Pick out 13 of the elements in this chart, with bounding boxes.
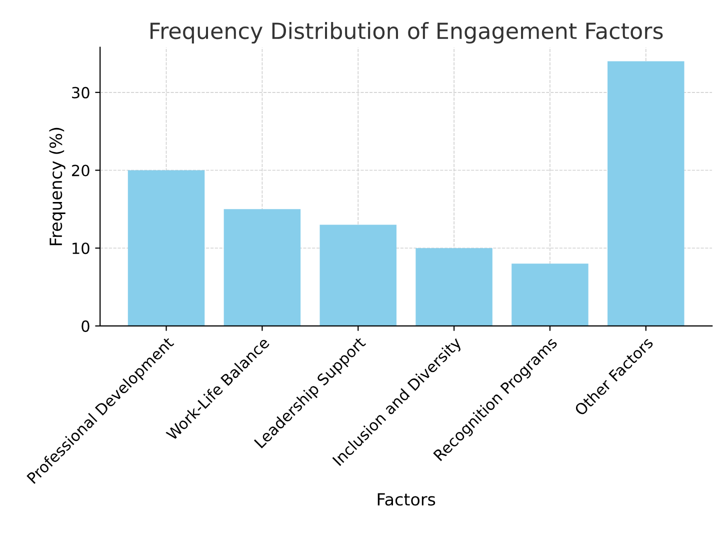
bar <box>320 224 396 326</box>
y-tick-label: 20 <box>72 164 90 176</box>
x-axis-title: Factors <box>378 493 436 506</box>
bar <box>608 61 684 326</box>
y-tick-label: 10 <box>72 242 90 254</box>
bar <box>512 264 588 326</box>
bar <box>416 248 492 326</box>
y-axis-title: Frequency (%) <box>49 128 66 246</box>
bar <box>224 209 301 326</box>
bar <box>128 170 205 326</box>
y-tick-label: 30 <box>72 86 90 98</box>
y-tick-label: 0 <box>82 320 90 332</box>
chart-title: Frequency Distribution of Engagement Factors <box>150 22 663 44</box>
